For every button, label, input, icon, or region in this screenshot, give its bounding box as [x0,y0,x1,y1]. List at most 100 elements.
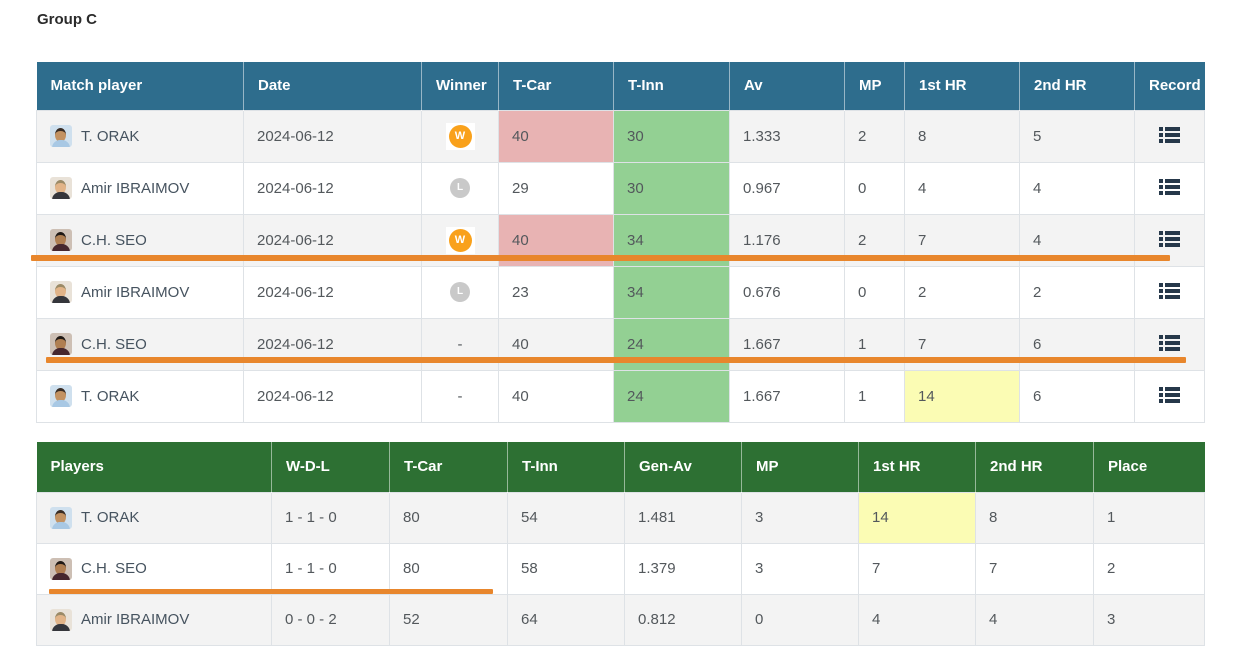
col-header-match-player: Match player [36,62,244,110]
gen-av-cell: 1.379 [624,542,742,595]
hr1-cell: 8 [904,109,1020,163]
col-header-tcar: T-Car [389,442,508,492]
wdl-cell: 1 - 1 - 0 [271,491,390,544]
wdl-cell: 0 - 0 - 2 [271,593,390,646]
lose-badge: L [450,178,470,198]
match-table-header-row: Match player Date Winner T-Car T-Inn Av … [36,62,1205,110]
player-avatar [50,177,72,199]
gen-av-cell: 0.812 [624,593,742,646]
date-cell: 2024-06-12 [243,265,422,319]
match-table: Match player Date Winner T-Car T-Inn Av … [36,62,1205,423]
annotation-underline-match-row5 [46,357,1186,363]
winner-cell: - [421,369,499,423]
record-cell [1134,369,1205,423]
col-header-place: Place [1093,442,1205,492]
winner-badge-box: L [447,280,473,304]
tcar-cell: 80 [389,491,508,544]
gen-av-cell: 1.481 [624,491,742,544]
tcar-cell: 80 [389,542,508,595]
match-row: T. ORAK 2024-06-12 W 40 30 1.333 2 8 5 [36,109,1205,163]
tcar-cell: 23 [498,265,614,319]
mp-cell: 0 [741,593,859,646]
standings-row: T. ORAK 1 - 1 - 0 80 54 1.481 3 14 8 1 [36,491,1205,544]
list-icon [1159,386,1180,403]
tinn-cell: 54 [507,491,625,544]
record-button[interactable] [1157,177,1182,198]
date-cell: 2024-06-12 [243,161,422,215]
win-badge: W [448,228,472,252]
player-name: Amir IBRAIMOV [81,283,190,301]
player-name: T. ORAK [81,509,140,526]
col-header-1st-hr: 1st HR [858,442,976,492]
winner-cell: L [421,265,499,319]
tinn-cell: 64 [507,593,625,646]
date-cell: 2024-06-12 [243,109,422,163]
col-header-2nd-hr: 2nd HR [975,442,1094,492]
col-header-tinn: T-Inn [613,62,730,110]
place-cell: 1 [1093,491,1205,544]
player-avatar [50,608,72,631]
col-header-2nd-hr: 2nd HR [1019,62,1135,110]
col-header-tinn: T-Inn [507,442,625,492]
player-name: C.H. SEO [81,560,147,577]
record-button[interactable] [1157,125,1182,146]
win-badge: W [448,124,472,148]
av-cell: 1.333 [729,109,845,163]
mp-cell: 3 [741,542,859,595]
hr1-cell: 4 [858,593,976,646]
record-button[interactable] [1157,229,1182,250]
lose-badge: L [450,282,470,302]
list-icon [1159,230,1180,247]
mp-cell: 2 [844,109,905,163]
tinn-cell: 30 [613,109,730,163]
tinn-cell: 34 [613,265,730,319]
list-icon [1159,178,1180,195]
tcar-cell: 40 [498,109,614,163]
winner-cell: L [421,161,499,215]
winner-badge-box: W [445,122,475,150]
tinn-cell: 24 [613,369,730,423]
record-button[interactable] [1157,281,1182,302]
winner-badge-box: L [447,176,473,200]
record-button[interactable] [1157,385,1182,406]
list-icon [1159,282,1180,299]
tcar-cell: 40 [498,369,614,423]
record-cell [1134,109,1205,163]
list-icon [1159,126,1180,143]
col-header-gen-av: Gen-Av [624,442,742,492]
col-header-mp: MP [844,62,905,110]
col-header-tcar: T-Car [498,62,614,110]
player-name: C.H. SEO [81,231,147,249]
col-header-mp: MP [741,442,859,492]
hr1-cell: 2 [904,265,1020,319]
hr2-cell: 6 [1019,369,1135,423]
place-cell: 3 [1093,593,1205,646]
tinn-cell: 30 [613,161,730,215]
col-header-wdl: W-D-L [271,442,390,492]
player-cell: C.H. SEO [36,542,272,595]
player-avatar [50,229,72,251]
standings-header-row: Players W-D-L T-Car T-Inn Gen-Av MP 1st … [36,442,1205,492]
hr2-cell: 4 [975,593,1094,646]
player-avatar [50,333,72,355]
player-name: C.H. SEO [81,335,147,353]
player-name: T. ORAK [81,387,140,405]
tcar-cell: 52 [389,593,508,646]
mp-cell: 3 [741,491,859,544]
player-name: Amir IBRAIMOV [81,179,190,197]
col-header-1st-hr: 1st HR [904,62,1020,110]
col-header-record: Record [1134,62,1205,110]
record-button[interactable] [1157,333,1182,354]
player-avatar [50,385,72,407]
player-name: Amir IBRAIMOV [81,611,190,628]
av-cell: 0.967 [729,161,845,215]
player-avatar [50,125,72,147]
winner-dash: - [457,387,463,405]
hr2-cell: 2 [1019,265,1135,319]
hr1-cell: 14 [904,369,1020,423]
standings-row: C.H. SEO 1 - 1 - 0 80 58 1.379 3 7 7 2 [36,542,1205,595]
standings-row: Amir IBRAIMOV 0 - 0 - 2 52 64 0.812 0 4 … [36,593,1205,646]
standings-table: Players W-D-L T-Car T-Inn Gen-Av MP 1st … [36,442,1205,646]
hr2-cell: 8 [975,491,1094,544]
player-avatar [50,506,72,529]
